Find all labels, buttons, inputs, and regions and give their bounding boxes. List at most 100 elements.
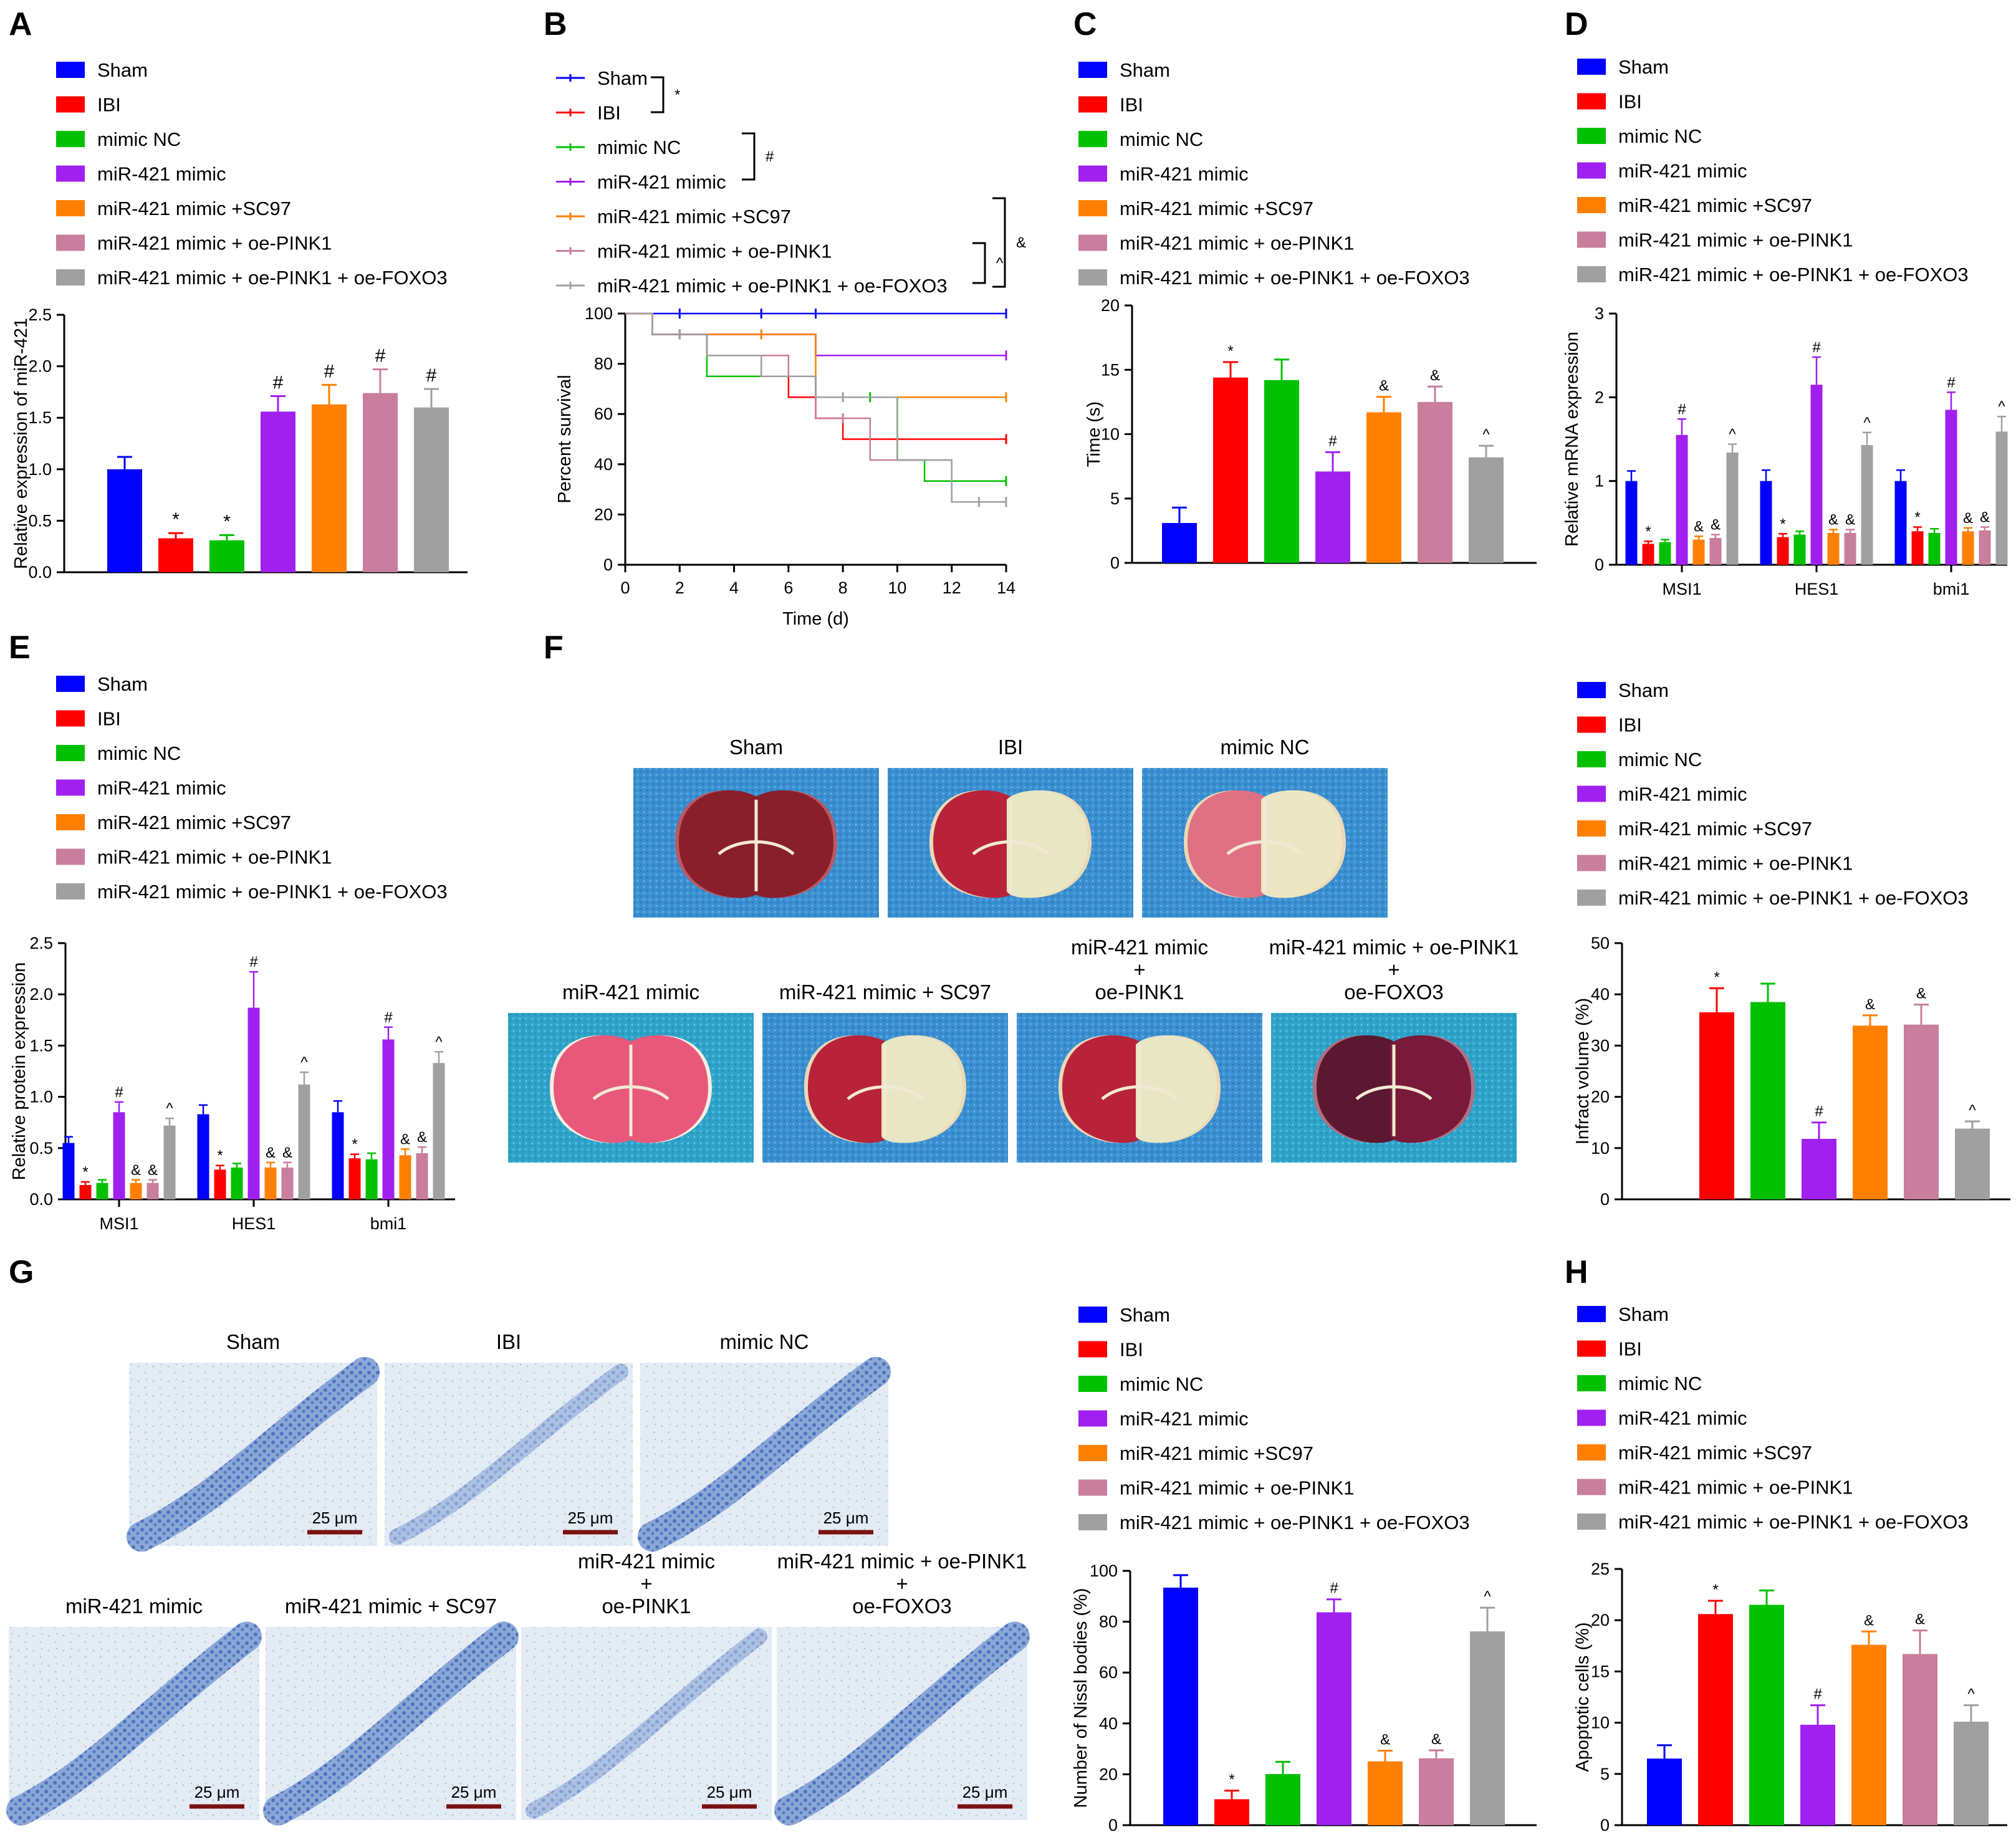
- legend-label: mimic NC: [597, 137, 681, 158]
- legend-label: miR-421 mimic + oe-PINK1 + oe-FOXO3: [1120, 267, 1470, 289]
- y-tick-label: 30: [1591, 1036, 1610, 1055]
- significance-mark: *: [1914, 509, 1920, 526]
- bar: [1625, 481, 1638, 565]
- bracket-symbol: #: [766, 148, 774, 165]
- scale-bar-label: 25 μm: [312, 1509, 358, 1527]
- legend-swatch: [56, 848, 85, 865]
- y-tick-label: 5: [1110, 489, 1120, 508]
- scale-bar-label: 25 μm: [823, 1509, 869, 1527]
- chart-F: 0 10 20 30 40 50 Infract volume (%) * # & & ^: [1573, 934, 2010, 1209]
- x-tick-label: MSI1: [1662, 580, 1701, 598]
- significance-mark: *: [1714, 969, 1719, 986]
- bar: [1802, 1139, 1836, 1199]
- significance-mark: &: [1865, 996, 1875, 1013]
- image-label: oe-FOXO3: [1344, 981, 1444, 1004]
- bar: [312, 404, 347, 572]
- y-tick-label: 80: [1099, 1613, 1118, 1631]
- legend-swatch: [1078, 1341, 1107, 1358]
- bar: [1844, 532, 1856, 565]
- legend-swatch: [1577, 751, 1606, 767]
- significance-mark: *: [1227, 343, 1233, 360]
- scale-bar-label: 25 μm: [707, 1783, 752, 1801]
- legend-label: miR-421 mimic: [1618, 160, 1747, 182]
- y-tick-label: 10: [1101, 425, 1120, 444]
- legend-swatch: [56, 165, 85, 182]
- significance-mark: *: [1712, 1581, 1718, 1598]
- bar: [1954, 1721, 1989, 1825]
- significance-mark: #: [273, 373, 284, 393]
- legend: Sham IBI mimic NC miR-421 mimic miR-421 mimi…: [56, 59, 448, 289]
- significance-mark: &: [1694, 518, 1704, 535]
- legend-swatch: [1577, 1409, 1606, 1426]
- bar: [1945, 410, 1957, 565]
- bar: [1366, 412, 1401, 563]
- legend-label: miR-421 mimic + oe-PINK1: [1618, 229, 1853, 251]
- legend-label: miR-421 mimic + oe-PINK1 + oe-FOXO3: [1618, 264, 1969, 285]
- y-tick-label: 50: [1591, 934, 1610, 952]
- y-tick-label: 40: [594, 455, 613, 474]
- legend-swatch: [56, 62, 85, 78]
- bar: [1162, 522, 1197, 563]
- legend-swatch: [1078, 96, 1107, 113]
- bar: [214, 1169, 226, 1199]
- bar: [1827, 532, 1840, 565]
- bar: [96, 1182, 108, 1199]
- y-tick-label: 0: [1108, 1816, 1118, 1835]
- y-tick-label: 0.5: [29, 1139, 53, 1158]
- y-tick-label: 60: [1099, 1663, 1118, 1682]
- panel-label-H: H: [1565, 1254, 1588, 1290]
- bar: [1903, 1654, 1937, 1825]
- significance-mark: *: [1229, 1772, 1234, 1788]
- legend-label: miR-421 mimic + oe-PINK1: [1120, 233, 1354, 254]
- legend-label: IBI: [1120, 1339, 1143, 1361]
- legend-swatch: [1577, 682, 1606, 698]
- cell-layer: [6, 1621, 262, 1826]
- significance-mark: #: [384, 1009, 393, 1026]
- image-label: IBI: [496, 1330, 521, 1353]
- bar: [1265, 1773, 1300, 1825]
- y-tick-label: 100: [585, 304, 613, 323]
- significance-mark: &: [1845, 512, 1855, 529]
- significance-mark: &: [1916, 986, 1926, 1002]
- bar: [1800, 1724, 1835, 1825]
- survival-line: [625, 312, 1006, 503]
- legend-label: mimic NC: [1618, 1373, 1702, 1394]
- bar: [1911, 531, 1924, 565]
- x-tick-label: HES1: [1795, 580, 1839, 598]
- bar: [62, 1143, 75, 1199]
- legend-swatch: [1577, 855, 1606, 871]
- significance-bracket: [972, 242, 986, 284]
- significance-mark: *: [223, 512, 231, 532]
- y-tick-label: 0.0: [28, 563, 52, 582]
- image-label: +: [1133, 958, 1145, 981]
- legend-swatch: [56, 200, 85, 216]
- x-tick-label: 14: [997, 578, 1015, 597]
- brain-ventricle: [1101, 1085, 1178, 1100]
- panel-label-C: C: [1073, 6, 1097, 42]
- bar: [1659, 542, 1671, 565]
- y-tick-label: 20: [1099, 1765, 1118, 1783]
- significance-mark: *: [352, 1136, 357, 1153]
- legend-label: miR-421 mimic + oe-PINK1: [1618, 853, 1853, 875]
- y-tick-label: 20: [1591, 1611, 1610, 1629]
- bar: [1853, 1025, 1888, 1199]
- bar: [1368, 1761, 1403, 1825]
- significance-mark: *: [82, 1164, 88, 1181]
- bar: [79, 1184, 92, 1199]
- image-label: Sham: [226, 1330, 280, 1353]
- brain-ventricle: [1355, 1085, 1433, 1100]
- significance-mark: &: [266, 1144, 276, 1161]
- panel-label-D: D: [1565, 6, 1588, 42]
- legend-label: Sham: [97, 59, 148, 81]
- legend-label: miR-421 mimic + oe-PINK1: [97, 847, 332, 868]
- significance-mark: &: [1980, 509, 1990, 526]
- bracket-symbol: &: [1016, 234, 1026, 251]
- significance-mark: &: [1915, 1611, 1925, 1628]
- bar: [1676, 434, 1688, 565]
- bracket-symbol: *: [674, 87, 680, 103]
- y-tick-label: 2.5: [29, 934, 53, 952]
- significance-mark: &: [1380, 1731, 1390, 1748]
